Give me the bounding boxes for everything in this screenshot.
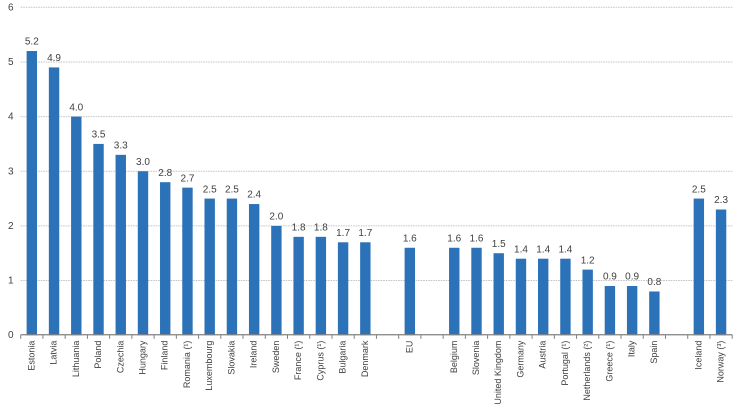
svg-text:Slovakia: Slovakia (226, 341, 236, 375)
svg-text:2: 2 (8, 221, 14, 232)
svg-text:5: 5 (8, 57, 14, 68)
svg-text:Estonia: Estonia (26, 341, 36, 371)
svg-text:2.0: 2.0 (269, 212, 283, 223)
svg-text:1.7: 1.7 (336, 228, 350, 239)
svg-text:1: 1 (8, 276, 14, 287)
svg-text:Norway (³): Norway (³) (716, 341, 726, 383)
svg-text:2.8: 2.8 (158, 168, 172, 179)
svg-text:Hungary: Hungary (137, 340, 147, 375)
svg-text:2.4: 2.4 (247, 190, 261, 201)
svg-text:Cyprus (¹): Cyprus (¹) (315, 341, 325, 381)
svg-text:Austria: Austria (538, 341, 548, 369)
svg-text:0.9: 0.9 (603, 272, 617, 283)
svg-text:6: 6 (8, 2, 14, 13)
svg-text:1.7: 1.7 (358, 228, 372, 239)
svg-text:Latvia: Latvia (49, 341, 59, 365)
svg-text:Bulgaria: Bulgaria (338, 341, 348, 374)
svg-text:Germany: Germany (515, 340, 525, 378)
svg-text:3.3: 3.3 (114, 141, 128, 152)
svg-text:Denmark: Denmark (360, 340, 370, 377)
svg-text:Netherlands (²): Netherlands (²) (582, 341, 592, 401)
svg-text:Italy: Italy (627, 340, 637, 357)
svg-text:1.5: 1.5 (492, 239, 506, 250)
svg-text:United Kingdom: United Kingdom (493, 341, 503, 405)
svg-text:EU: EU (404, 341, 414, 354)
svg-text:4: 4 (8, 112, 14, 123)
svg-text:2.3: 2.3 (714, 195, 728, 206)
svg-text:Romania (¹): Romania (¹) (182, 341, 192, 389)
svg-text:France (¹): France (¹) (293, 341, 303, 381)
svg-text:1.2: 1.2 (581, 255, 595, 266)
svg-text:1.6: 1.6 (403, 233, 417, 244)
svg-text:Poland: Poland (93, 341, 103, 369)
svg-text:Sweden: Sweden (271, 341, 281, 374)
svg-text:Ireland: Ireland (249, 341, 259, 369)
svg-text:2.5: 2.5 (692, 184, 706, 195)
svg-text:Belgium: Belgium (449, 341, 459, 374)
svg-text:3.0: 3.0 (136, 157, 150, 168)
svg-text:5.2: 5.2 (25, 37, 39, 48)
svg-text:Czechia: Czechia (115, 341, 125, 374)
svg-text:Portugal (¹): Portugal (¹) (560, 341, 570, 386)
svg-text:0.9: 0.9 (625, 272, 639, 283)
svg-text:Slovenia: Slovenia (471, 341, 481, 376)
svg-text:3: 3 (8, 166, 14, 177)
svg-text:1.6: 1.6 (470, 233, 484, 244)
svg-text:Iceland: Iceland (693, 341, 703, 370)
svg-text:0.8: 0.8 (647, 277, 661, 288)
svg-text:1.6: 1.6 (447, 233, 461, 244)
svg-text:1.8: 1.8 (292, 223, 306, 234)
svg-text:0: 0 (8, 330, 14, 341)
svg-text:Luxembourg: Luxembourg (204, 341, 214, 391)
svg-text:2.7: 2.7 (181, 173, 195, 184)
svg-text:Finland: Finland (160, 341, 170, 371)
svg-text:1.4: 1.4 (536, 244, 550, 255)
svg-text:2.5: 2.5 (225, 184, 239, 195)
svg-text:1.4: 1.4 (514, 244, 528, 255)
svg-text:Lithuania: Lithuania (71, 341, 81, 378)
svg-text:1.8: 1.8 (314, 223, 328, 234)
svg-text:Spain: Spain (649, 341, 659, 364)
svg-text:2.5: 2.5 (203, 184, 217, 195)
svg-text:4.9: 4.9 (47, 53, 61, 64)
svg-text:1.4: 1.4 (558, 244, 572, 255)
svg-text:4.0: 4.0 (69, 102, 83, 113)
svg-text:Greece (¹): Greece (¹) (604, 341, 614, 382)
svg-text:3.5: 3.5 (92, 130, 106, 141)
